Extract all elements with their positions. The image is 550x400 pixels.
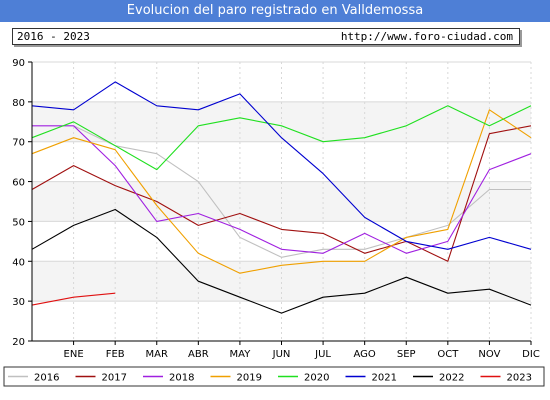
x-tick-label: JUL [314,349,331,360]
series-line-2022 [31,208,532,314]
series-line-2017 [31,125,532,262]
period-label: 2016 - 2023 [17,30,90,43]
series-lines [31,81,532,314]
source-url: http://www.foro-ciudad.com [340,30,513,43]
x-tick-label: OCT [437,349,459,360]
legend-label-2020: 2020 [304,373,329,384]
legend-label-2021: 2021 [372,373,397,384]
x-tick-label: NOV [478,349,500,360]
y-tick-label: 20 [12,337,25,348]
y-tick-label: 70 [12,138,25,149]
x-tick-label: ENE [64,349,84,360]
y-tick-label: 30 [12,297,25,308]
legend-box [3,366,545,387]
y-tick-label: 40 [12,257,25,268]
x-tick-label: FEB [106,349,125,360]
legend-label-2017: 2017 [102,373,127,384]
legend-label-2022: 2022 [439,373,464,384]
series-line-2023 [31,292,116,306]
y-tick-label: 50 [12,217,25,228]
x-axis-ticks: ENE FEB MAR ABR MAY JUN JUL AGO SEP OCT NOV DIC [64,341,540,360]
x-tick-label: AGO [354,349,376,360]
info-bar: 2016 - 2023 http://www.foro-ciudad.com [12,28,520,45]
y-tick-label: 80 [12,98,25,109]
y-tick-label: 60 [12,178,25,189]
x-tick-label: SEP [397,349,416,360]
legend: 2016 2017 2018 2019 2020 2021 2022 2023 [3,366,545,387]
series-line-2019 [31,109,532,274]
series-line-2016 [73,125,531,258]
chart-title: Evolucion del paro registrado en Valldem… [0,0,550,22]
series-line-2021 [31,81,532,250]
y-tick-label: 90 [12,58,25,69]
x-tick-label: JUN [272,349,291,360]
y-axis-ticks: 20 30 40 50 60 70 80 90 [12,58,32,348]
x-tick-label: ABR [188,349,209,360]
legend-label-2018: 2018 [169,373,194,384]
legend-label-2019: 2019 [237,373,262,384]
series-line-2020 [31,105,532,171]
x-tick-label: DIC [522,349,540,360]
legend-label-2016: 2016 [34,373,59,384]
series-line-2018 [32,125,532,254]
x-tick-label: MAY [230,349,252,360]
legend-label-2023: 2023 [507,373,532,384]
x-tick-label: MAR [146,349,168,360]
